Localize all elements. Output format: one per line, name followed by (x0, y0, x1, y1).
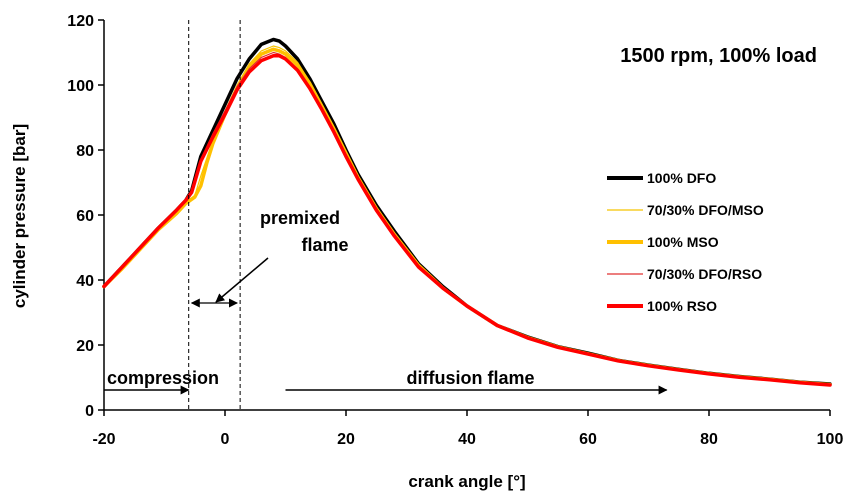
premixed-label-line2: flame (301, 235, 348, 255)
diffusion-flame-label: diffusion flame (407, 368, 535, 388)
series-layer (102, 37, 832, 387)
x-tick-label: 80 (700, 431, 718, 448)
annotation-layer: compression diffusion flame premixed flame (104, 20, 668, 410)
series-line-4 (103, 51, 831, 386)
y-tick-label: 20 (76, 338, 94, 355)
x-axis-label: crank angle [°] (408, 472, 525, 491)
compression-label: compression (107, 368, 219, 388)
y-tick-label: 60 (76, 208, 94, 225)
series-line-5 (102, 54, 832, 387)
x-tick-label: 20 (337, 431, 355, 448)
legend-label-4: 70/30% DFO/RSO (647, 266, 762, 282)
x-tick-label: 60 (579, 431, 597, 448)
premixed-label-line1: premixed (260, 208, 340, 228)
y-tick-label: 0 (85, 403, 94, 420)
y-tick-label: 80 (76, 143, 94, 160)
x-tick-label: 0 (221, 431, 230, 448)
legend-label-3: 100% MSO (647, 234, 719, 250)
y-tick-label: 40 (76, 273, 94, 290)
y-tick-label: 120 (67, 13, 94, 30)
chart-title: 1500 rpm, 100% load (620, 45, 817, 67)
legend-label-1: 100% DFO (647, 170, 716, 186)
x-tick-label: 40 (458, 431, 476, 448)
y-axis-label: cylinder pressure [bar] (10, 124, 29, 308)
premixed-pointer-arrow (215, 257, 269, 303)
legend-label-5: 100% RSO (647, 298, 717, 314)
legend-label-2: 70/30% DFO/MSO (647, 202, 764, 218)
y-tick-label: 100 (67, 78, 94, 95)
x-tick-label: -20 (92, 431, 115, 448)
legend: 100% DFO 70/30% DFO/MSO 100% MSO 70/30% DFO… (607, 170, 764, 314)
plot-area: 0 20 40 60 80 100 120 -20 0 20 40 60 80 100 (67, 13, 843, 448)
x-tick-label: 100 (817, 431, 844, 448)
